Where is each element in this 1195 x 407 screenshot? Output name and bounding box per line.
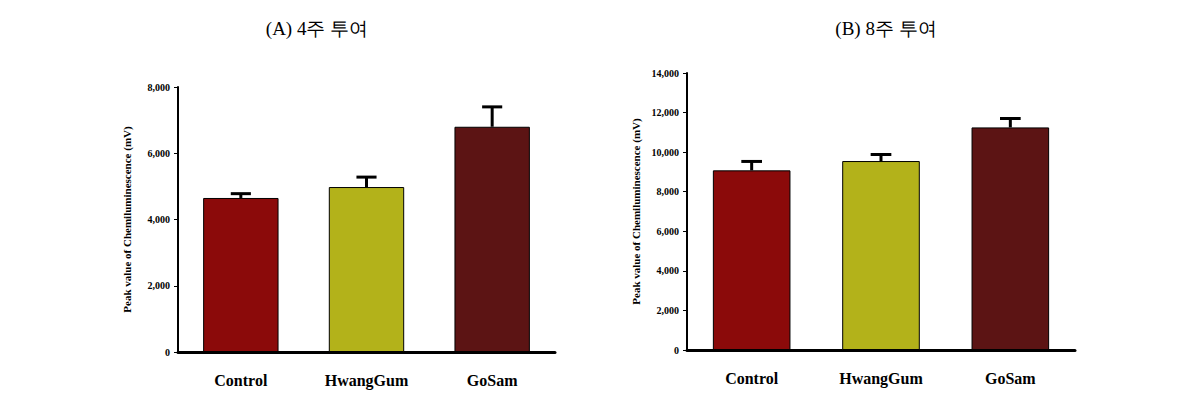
svg-text:8,000: 8,000 (148, 82, 171, 93)
svg-text:6,000: 6,000 (657, 226, 680, 237)
svg-text:12,000: 12,000 (652, 107, 680, 118)
svg-text:0: 0 (165, 347, 170, 358)
svg-text:0: 0 (674, 345, 679, 356)
svg-text:4,000: 4,000 (657, 265, 680, 276)
svg-text:GoSam: GoSam (985, 370, 1036, 387)
svg-text:Peak value of Chemiluminescenc: Peak value of Chemiluminescence (mV) (630, 118, 643, 305)
svg-text:HwangGum: HwangGum (325, 372, 409, 390)
svg-text:8,000: 8,000 (657, 186, 680, 197)
svg-text:(A) 4주 투여: (A) 4주 투여 (266, 18, 368, 40)
svg-text:14,000: 14,000 (652, 68, 680, 79)
svg-text:6,000: 6,000 (148, 148, 171, 159)
svg-text:GoSam: GoSam (467, 372, 518, 389)
svg-text:4,000: 4,000 (148, 214, 171, 225)
svg-text:HwangGum: HwangGum (839, 370, 923, 388)
svg-text:Control: Control (725, 370, 779, 387)
svg-text:2,000: 2,000 (657, 305, 680, 316)
svg-text:Peak value of Chemiluminescenc: Peak value of Chemiluminescence (mV) (121, 126, 134, 313)
svg-text:(B) 8주 투여: (B) 8주 투여 (835, 18, 936, 40)
svg-text:2,000: 2,000 (148, 280, 171, 291)
svg-text:10,000: 10,000 (652, 147, 680, 158)
svg-text:Control: Control (214, 372, 268, 389)
